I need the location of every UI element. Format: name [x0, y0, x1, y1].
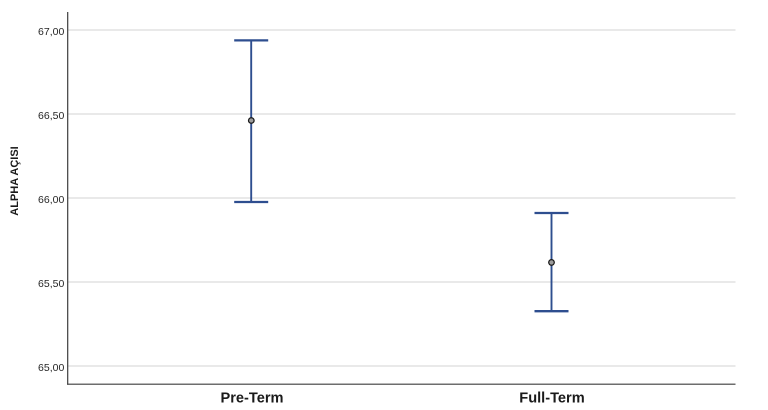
svg-text:Pre-Term: Pre-Term	[221, 391, 284, 407]
svg-text:66,00: 66,00	[38, 194, 64, 206]
svg-text:66,50: 66,50	[38, 110, 64, 122]
svg-text:67,00: 67,00	[38, 26, 64, 38]
svg-text:ALPHA AÇISI: ALPHA AÇISI	[9, 146, 21, 215]
svg-text:65,50: 65,50	[38, 278, 64, 290]
svg-text:Full-Term: Full-Term	[519, 391, 584, 407]
svg-text:65,00: 65,00	[38, 362, 64, 374]
